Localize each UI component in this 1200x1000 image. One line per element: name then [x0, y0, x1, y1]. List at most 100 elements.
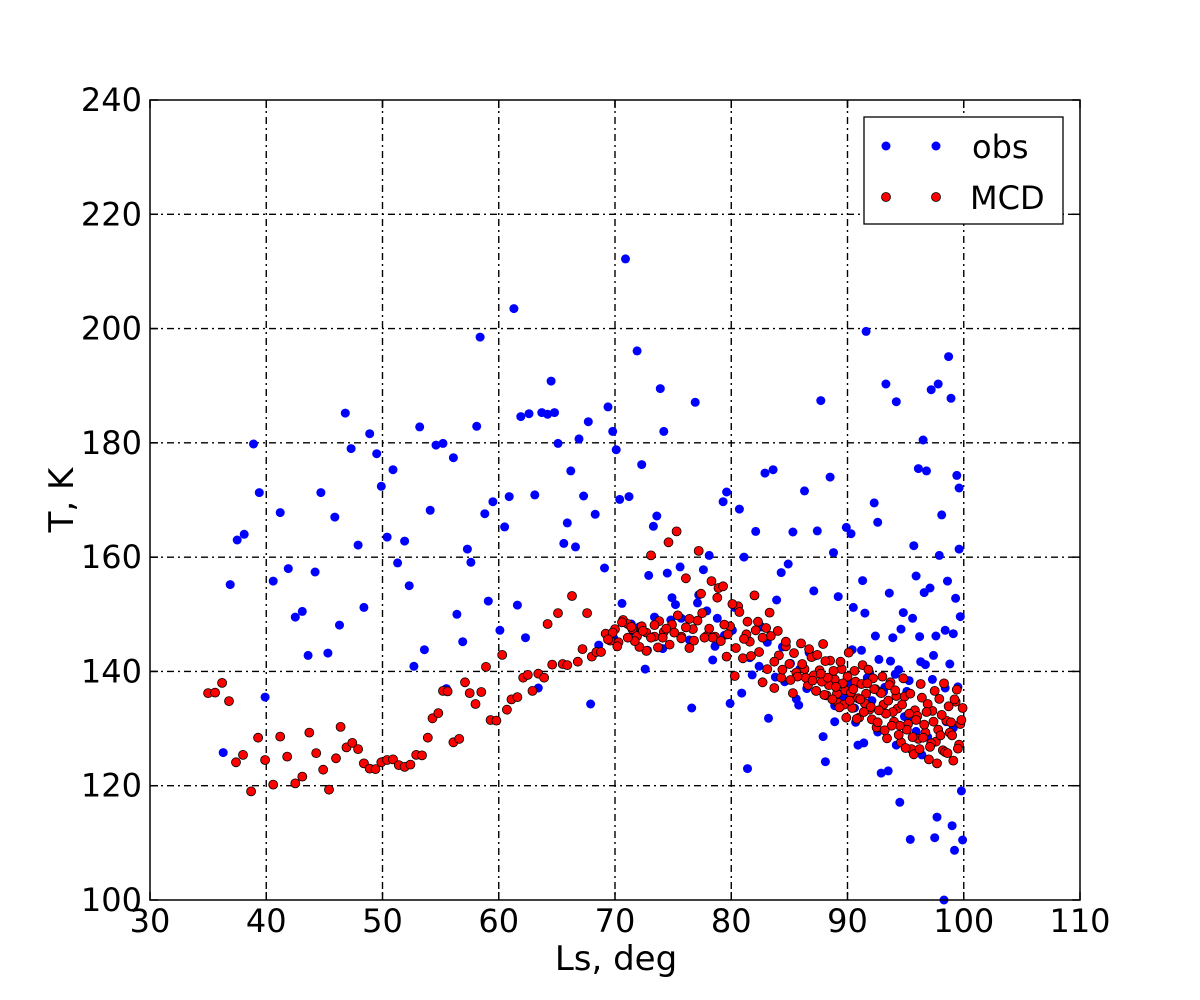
obs-point: [722, 487, 732, 497]
mcd-point: [464, 688, 475, 698]
mcd-point: [335, 722, 346, 732]
obs-point: [632, 346, 642, 356]
obs-point: [861, 326, 871, 336]
mcd-point: [481, 662, 491, 672]
obs-point: [611, 445, 621, 455]
mcd-point: [669, 627, 680, 638]
obs-point: [530, 490, 540, 500]
obs-point: [895, 797, 905, 807]
obs-point: [876, 768, 886, 778]
obs-point: [764, 713, 773, 723]
obs-point: [956, 786, 966, 796]
mcd-point: [776, 672, 787, 683]
x-axis-label: Ls, deg: [555, 939, 677, 979]
obs-point: [687, 703, 697, 713]
mcd-point: [828, 666, 839, 676]
y-tick-label: 200: [81, 310, 142, 348]
obs-point: [825, 472, 835, 482]
mcd-point: [706, 576, 717, 586]
mcd-point: [347, 738, 358, 748]
obs-point: [466, 557, 476, 567]
mcd-point: [324, 784, 334, 795]
mcd-point: [749, 590, 760, 601]
obs-point: [927, 674, 937, 684]
mcd-point: [729, 671, 740, 681]
mcd-point: [951, 684, 962, 695]
mcd-point: [812, 650, 823, 660]
obs-point: [550, 408, 559, 418]
obs-point: [388, 465, 398, 475]
mcd-point: [863, 664, 874, 675]
obs-point: [365, 429, 375, 439]
mcd-point: [491, 715, 502, 726]
mcd-point: [692, 615, 703, 626]
obs-point: [586, 699, 596, 709]
obs-point: [739, 552, 749, 562]
obs-point: [747, 670, 757, 680]
mcd-point: [865, 702, 876, 712]
obs-point: [809, 586, 819, 596]
mcd-point: [877, 671, 888, 682]
mcd-point: [260, 755, 271, 765]
mcd-point: [671, 526, 682, 537]
mcd-point: [911, 715, 921, 725]
mcd-point: [886, 720, 897, 731]
mcd-point: [304, 727, 315, 738]
x-tick-label: 100: [933, 902, 994, 940]
obs-point: [894, 665, 904, 675]
mcd-point: [858, 707, 869, 717]
mcd-point: [512, 692, 523, 702]
obs-point: [896, 624, 906, 634]
obs-point: [652, 511, 662, 521]
obs-point: [566, 466, 576, 476]
mcd-point: [862, 678, 873, 689]
mcd-point: [268, 779, 279, 790]
obs-point: [655, 384, 665, 394]
mcd-point: [442, 686, 453, 697]
obs-point: [509, 304, 519, 314]
obs-point: [883, 766, 893, 776]
mcd-point: [646, 550, 656, 561]
x-tick-labels: 30 40 50 60 70 80 90 100 110: [130, 902, 1111, 940]
mcd-point: [253, 732, 264, 743]
mcd-point: [562, 660, 573, 670]
mcd-point: [835, 656, 846, 667]
obs-point: [859, 738, 869, 748]
legend: obs MCD: [863, 116, 1064, 225]
obs-point: [438, 438, 448, 448]
y-tick-labels: 100 120 140 160 180 200 220 240: [81, 81, 142, 919]
obs-point: [930, 833, 940, 843]
mcd-point: [746, 651, 756, 661]
mcd-point: [797, 659, 808, 669]
obs-point: [303, 650, 313, 660]
mcd-point: [918, 732, 928, 743]
mcd-point: [282, 751, 293, 762]
obs-point: [874, 654, 884, 664]
obs-point: [848, 602, 858, 612]
obs-point: [504, 492, 514, 502]
mcd-point: [939, 678, 949, 689]
legend-mcd-marker: [881, 192, 891, 202]
mcd-point: [417, 750, 427, 761]
obs-point: [603, 402, 613, 412]
obs-point: [841, 522, 851, 532]
obs-point: [458, 637, 468, 647]
mcd-point: [653, 642, 663, 653]
mcd-point: [217, 678, 228, 688]
obs-point: [546, 376, 556, 386]
mcd-point: [684, 643, 695, 653]
mcd-point: [731, 643, 741, 653]
mcd-point: [934, 694, 945, 704]
mcd-point: [879, 725, 890, 736]
obs-point: [600, 563, 609, 573]
obs-point: [275, 508, 285, 518]
obs-point: [820, 757, 830, 767]
obs-point: [483, 596, 493, 606]
obs-point: [718, 497, 728, 507]
mcd-point: [883, 695, 894, 706]
obs-point: [425, 505, 435, 515]
mcd-point: [734, 607, 745, 617]
obs-point: [495, 625, 505, 635]
mcd-point: [946, 717, 956, 728]
legend-obs-marker: [881, 141, 891, 151]
